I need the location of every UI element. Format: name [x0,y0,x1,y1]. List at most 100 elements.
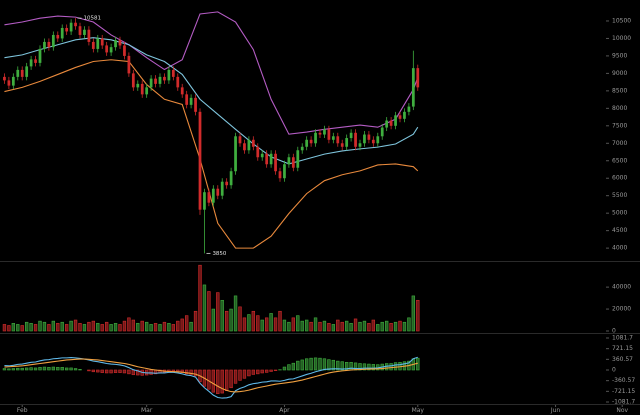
histogram-bar [362,363,367,371]
candle-body [131,73,135,88]
volume-bar [393,321,398,332]
volume-bar [51,320,56,332]
volume-bar [367,323,371,332]
volume-bar [296,315,300,332]
histogram-bar [371,364,376,371]
histogram-bar [7,368,11,371]
histogram-bar [104,369,109,374]
candle-body [380,127,384,137]
histogram-bar [242,369,247,379]
histogram-bar [273,369,278,371]
candle-body [167,69,171,81]
volume-bar [24,321,29,332]
volume-bar [180,318,184,332]
candle-body [314,132,317,144]
volume-bar [407,317,411,332]
candle-body [47,41,51,48]
annotation-label: 10581 [84,16,102,22]
histogram-bar [136,369,140,376]
volume-bar [282,319,287,332]
volume-bar [398,320,402,332]
candle-body [109,47,113,53]
histogram-bar [389,363,393,371]
histogram-bar [327,359,331,371]
candle-body [154,78,157,84]
volume-bar [184,315,189,332]
histogram-bar [220,369,224,394]
x-tick-label: Nov [616,407,628,414]
candle-body [87,29,91,42]
candle-body [265,153,269,165]
y-tick-label: -721.15 [612,388,635,395]
candle-body [123,45,126,56]
candle-body [83,29,86,35]
x-tick-label: Jun [550,407,561,414]
candle-body [234,136,237,172]
volume-bar [153,323,158,332]
volume-bar [113,323,118,332]
histogram-bar [282,366,287,371]
histogram-bar [367,363,371,371]
volume-bar [278,310,282,332]
volume-bar [104,321,109,332]
y-tick-label: 4500 [612,227,627,234]
candle-body [16,69,20,77]
candle-body [145,87,149,95]
y-tick-label: 10500 [612,17,631,24]
candle-body [20,69,24,77]
histogram-bar [184,369,189,375]
volume-bar [340,321,344,332]
volume-bar [64,324,69,332]
candle-body [158,76,162,84]
candle-body [296,150,300,168]
volume-bar [73,319,78,332]
volume-bar [264,317,269,332]
candle-body [256,146,260,158]
histogram-bar [29,367,33,371]
candle-body [283,164,286,179]
candle-body [385,120,389,128]
y-tick-label: 9500 [612,52,627,59]
candle-body [354,132,357,147]
volume-bar [29,323,33,332]
candle-body [358,143,362,147]
candle-body [411,68,415,107]
y-tick-label: 7000 [612,140,627,147]
y-tick-label: 7500 [612,122,627,129]
volume-bar [211,308,216,332]
candle-body [323,129,326,135]
candle-body [389,120,393,126]
candle-body [331,136,335,140]
volume-bar [96,323,100,332]
candle-body [51,34,55,48]
histogram-bar [78,369,82,371]
volume-bar [47,324,51,332]
volume-bar [202,284,207,332]
candle-body [394,115,397,126]
y-tick-label: -360.57 [612,377,635,384]
volume-bar [78,323,82,332]
y-tick-label: -1081.7 [612,399,635,406]
volume-bar [331,324,336,332]
histogram-bar [416,357,420,371]
volume-bar [238,306,242,332]
candle-body [105,45,109,53]
candle-body [78,26,82,35]
candle-body [56,34,60,39]
volume-bar [60,321,64,332]
band-line [4,11,419,135]
volume-bar [371,319,376,332]
volume-bar [7,325,11,332]
volume-bar [140,320,144,332]
volume-bar [207,291,211,332]
histogram-bar [251,369,256,375]
candle-body [300,146,304,151]
x-tick-label: Mar [141,407,153,414]
volume-bar [336,319,340,332]
histogram-bar [309,357,313,371]
candle-body [216,188,220,196]
histogram-bar [287,364,291,371]
histogram-bar [16,367,20,371]
candle-body [7,80,11,86]
histogram-bar [229,369,233,389]
